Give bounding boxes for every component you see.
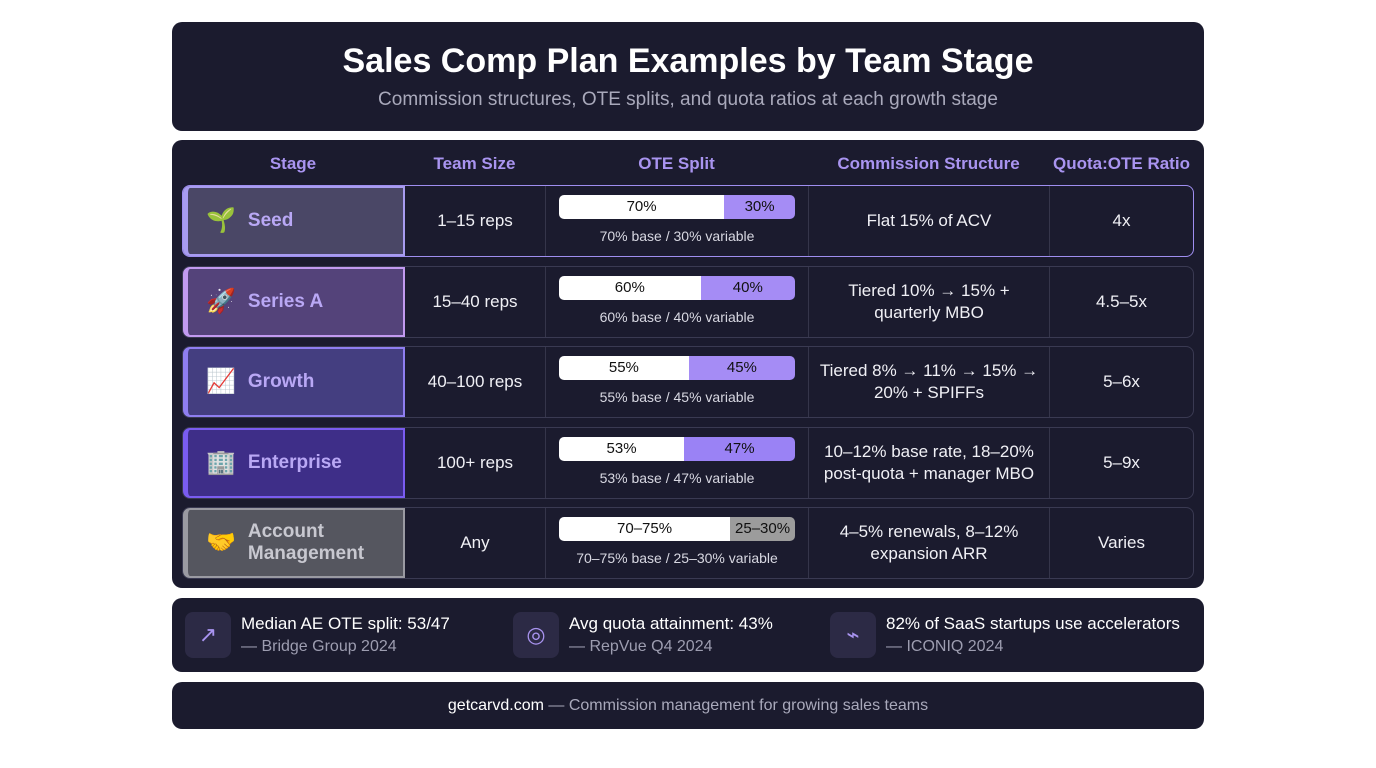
stat-source: — ICONIQ 2024	[886, 638, 1004, 655]
ote-split-bar: 70–75% 25–30%	[559, 517, 795, 541]
stat-item: ↗ Median AE OTE split: 53/47 — Bridge Grou…	[185, 612, 450, 658]
variable-segment: 25–30%	[730, 517, 795, 541]
commission-cell: Flat 15% of ACV	[809, 186, 1050, 256]
stage-label: Seed	[247, 210, 294, 231]
stage-label: Series A	[247, 291, 324, 312]
commission-cell: 4–5% renewals, 8–12% expansion ARR	[809, 508, 1050, 578]
rocket-icon: 🚀	[206, 288, 236, 315]
stat-title: Median AE OTE split: 53/47	[241, 614, 450, 633]
table-row[interactable]: 📈 Growth 40–100 reps 55% 45% 55% base / 45%…	[182, 346, 1194, 418]
commission-cell: Tiered 10% → 15% + quarterly MBO	[809, 267, 1050, 337]
team-size-cell: 15–40 reps	[405, 267, 546, 337]
base-segment: 70–75%	[559, 517, 731, 541]
quota-ratio-cell: 5–6x	[1103, 372, 1140, 391]
base-segment: 53%	[559, 437, 685, 461]
ote-split-caption: 70% base / 30% variable	[599, 228, 755, 244]
table-row[interactable]: 🌱 Seed 1–15 reps 70% 30% 70% base / 30% var…	[182, 185, 1194, 257]
col-header-team-size: Team Size	[433, 154, 516, 173]
stage-cell: 🤝 Account Management	[183, 508, 405, 578]
ote-split-bar: 60% 40%	[559, 276, 795, 300]
quota-ratio-cell: 4x	[1112, 211, 1131, 230]
stats-bar: ↗ Median AE OTE split: 53/47 — Bridge Grou…	[172, 598, 1204, 672]
stage-cell: 🚀 Series A	[183, 267, 405, 337]
footer-tagline: — Commission management for growing sale…	[543, 696, 929, 714]
ote-split-caption: 55% base / 45% variable	[599, 389, 755, 405]
page-title: Sales Comp Plan Examples by Team Stage	[342, 42, 1034, 80]
ote-split-bar: 53% 47%	[559, 437, 795, 461]
target-icon: ◎	[513, 612, 559, 658]
quota-ratio-cell: Varies	[1098, 533, 1145, 552]
accelerator-icon: ⌁	[830, 612, 876, 658]
ote-split-cell: 53% 47% 53% base / 47% variable	[546, 428, 809, 498]
table-row[interactable]: 🤝 Account Management Any 70–75% 25–30% 70–7…	[182, 507, 1194, 579]
col-header-quota: Quota:OTE Ratio	[1053, 154, 1190, 173]
ote-split-caption: 70–75% base / 25–30% variable	[576, 550, 778, 566]
footer-brand-link[interactable]: getcarvd.com	[447, 696, 544, 714]
variable-segment: 45%	[688, 356, 795, 380]
header-card: Sales Comp Plan Examples by Team Stage C…	[172, 22, 1204, 131]
page-subtitle: Commission structures, OTE splits, and q…	[378, 89, 998, 110]
stage-cell: 🌱 Seed	[183, 186, 405, 256]
trend-up-icon: ↗	[185, 612, 231, 658]
ote-split-caption: 60% base / 40% variable	[599, 309, 755, 325]
base-segment: 70%	[559, 195, 725, 219]
stat-source: — RepVue Q4 2024	[569, 638, 713, 655]
stage-label: Growth	[247, 371, 315, 392]
col-header-stage: Stage	[269, 154, 317, 173]
ote-split-bar: 70% 30%	[559, 195, 795, 219]
comp-table: Stage Team Size OTE Split Commission Str…	[172, 140, 1204, 588]
team-size-cell: 100+ reps	[405, 428, 546, 498]
seedling-icon: 🌱	[206, 207, 236, 234]
stage-label: Account Management	[247, 521, 365, 564]
ote-split-caption: 53% base / 47% variable	[599, 470, 755, 486]
commission-cell: Tiered 8% → 11% → 15% → 20% + SPIFFs	[809, 347, 1050, 417]
ote-split-bar: 55% 45%	[559, 356, 795, 380]
ote-split-cell: 60% 40% 60% base / 40% variable	[546, 267, 809, 337]
stat-item: ◎ Avg quota attainment: 43% — RepVue Q4 20…	[513, 612, 773, 658]
stat-title: Avg quota attainment: 43%	[569, 614, 773, 633]
team-size-cell: 40–100 reps	[405, 347, 546, 417]
stat-source: — Bridge Group 2024	[241, 638, 397, 655]
table-row[interactable]: 🏢 Enterprise 100+ reps 53% 47% 53% base / 4…	[182, 427, 1194, 499]
stage-cell: 🏢 Enterprise	[183, 428, 405, 498]
base-segment: 55%	[559, 356, 689, 380]
stage-label: Enterprise	[247, 452, 342, 473]
stat-item: ⌁ 82% of SaaS startups use accelerators — …	[830, 612, 1180, 658]
quota-ratio-cell: 4.5–5x	[1095, 292, 1148, 311]
commission-cell: 10–12% base rate, 18–20% post-quota + ma…	[809, 428, 1050, 498]
variable-segment: 47%	[684, 437, 795, 461]
base-segment: 60%	[559, 276, 701, 300]
col-header-commission: Commission Structure	[837, 154, 1020, 173]
chart-increasing-icon: 📈	[206, 368, 236, 395]
team-size-cell: Any	[405, 508, 546, 578]
team-size-cell: 1–15 reps	[405, 186, 546, 256]
office-building-icon: 🏢	[206, 449, 236, 476]
variable-segment: 40%	[700, 276, 795, 300]
handshake-icon: 🤝	[206, 529, 236, 556]
footer: getcarvd.com — Commission management for…	[172, 682, 1204, 729]
ote-split-cell: 70–75% 25–30% 70–75% base / 25–30% variabl…	[546, 508, 809, 578]
table-row[interactable]: 🚀 Series A 15–40 reps 60% 40% 60% base / 40…	[182, 266, 1194, 338]
stage-cell: 📈 Growth	[183, 347, 405, 417]
variable-segment: 30%	[724, 195, 795, 219]
quota-ratio-cell: 5–9x	[1103, 453, 1140, 472]
ote-split-cell: 55% 45% 55% base / 45% variable	[546, 347, 809, 417]
col-header-ote-split: OTE Split	[638, 154, 715, 173]
stat-title: 82% of SaaS startups use accelerators	[886, 614, 1180, 633]
ote-split-cell: 70% 30% 70% base / 30% variable	[546, 186, 809, 256]
